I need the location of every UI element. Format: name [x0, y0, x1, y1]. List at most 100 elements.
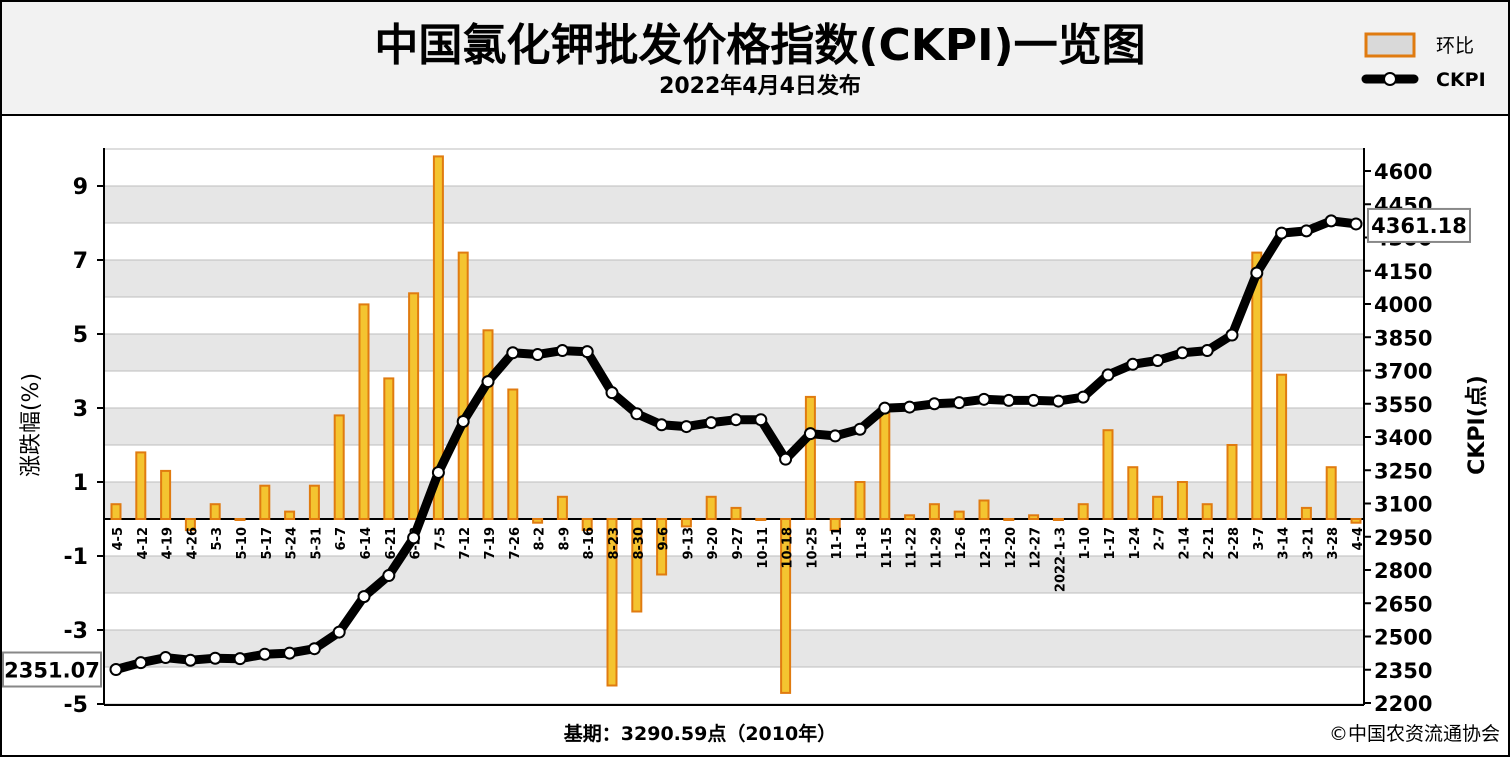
legend-line-marker	[1383, 72, 1397, 86]
x-tick-label: 1-17	[1103, 527, 1118, 560]
x-tick-label: 9-20	[706, 527, 721, 560]
chart-subtitle: 2022年4月4日发布	[659, 73, 861, 99]
x-tick-label: 6-7	[334, 527, 349, 551]
x-tick-label: 11-15	[880, 527, 895, 569]
y-left-axis-title: 涨跌幅(%)	[19, 373, 44, 477]
ckpi-point-4-19	[159, 651, 173, 665]
ckpi-point-2022-1-3	[1051, 394, 1065, 408]
y-left-tick-label: 1	[73, 471, 88, 496]
ckpi-point-5-3	[208, 651, 222, 665]
y-left-tick-label: 3	[73, 397, 88, 422]
x-tick-label: 5-10	[235, 527, 250, 560]
bar-4-5	[110, 503, 122, 521]
y-right-tick-label: 4000	[1374, 293, 1432, 317]
y-left-tick-label: -5	[64, 693, 88, 718]
ckpi-point-7-12	[456, 414, 470, 428]
ckpi-point-2-14	[1175, 346, 1189, 360]
ckpi-point-12-20	[1002, 393, 1016, 407]
ckpi-point-11-8	[853, 422, 867, 436]
ckpi-point-2-7	[1151, 354, 1165, 368]
bar-8-16	[581, 518, 593, 532]
y-right-tick-label: 4150	[1374, 260, 1432, 284]
base-period-note: 基期：3290.59点（2010年）	[563, 722, 836, 745]
x-tick-label: 3-28	[1326, 527, 1341, 560]
bar-11-8	[854, 481, 866, 520]
x-tick-label: 4-19	[161, 527, 176, 560]
y-left-tick-label: 9	[73, 175, 88, 200]
x-tick-label: 2-7	[1153, 527, 1168, 551]
ckpi-point-2-21	[1200, 344, 1214, 358]
y-right-tick-label: 2200	[1374, 692, 1432, 716]
y-left-tick-label: -3	[64, 619, 88, 644]
ckpi-point-10-25	[803, 427, 817, 441]
x-tick-label: 9-6	[657, 527, 672, 551]
x-tick-label: 8-16	[582, 527, 597, 560]
x-tick-label: 11-29	[929, 527, 944, 569]
ckpi-point-12-13	[977, 392, 991, 406]
x-tick-label: 12-27	[1029, 527, 1044, 569]
x-tick-label: 4-4	[1351, 527, 1366, 551]
bar-10-11	[755, 518, 767, 521]
grid-band	[104, 260, 1364, 297]
x-tick-label: 8-23	[607, 527, 622, 560]
y-right-axis-title: CKPI(点)	[1464, 375, 1490, 475]
x-tick-label: 2-28	[1227, 527, 1242, 560]
x-tick-label: 8-9	[557, 527, 572, 551]
bar-9-13	[680, 518, 692, 528]
bar-12-6	[953, 510, 965, 521]
y-right-tick-label: 4600	[1374, 160, 1432, 184]
ckpi-point-8-30	[630, 407, 644, 421]
x-tick-label: 9-13	[681, 527, 696, 560]
ckpi-point-1-17	[1101, 368, 1115, 382]
x-tick-label: 7-5	[433, 527, 448, 551]
bar-3-7	[1251, 251, 1263, 520]
ckpi-point-6-28	[407, 531, 421, 545]
x-tick-label: 5-17	[260, 527, 275, 560]
ckpi-point-2-28	[1225, 328, 1239, 342]
x-tick-label: 10-11	[756, 527, 771, 569]
x-tick-label: 10-18	[781, 527, 796, 569]
y-left-tick-label: 7	[73, 249, 88, 274]
x-tick-label: 3-14	[1277, 527, 1292, 560]
x-tick-label: 4-26	[185, 527, 200, 560]
ckpi-point-10-11	[754, 413, 768, 427]
bar-11-15	[879, 410, 891, 521]
chart-title: 中国氯化钾批发价格指数(CKPI)一览图	[374, 20, 1145, 71]
x-tick-label: 6-14	[359, 527, 374, 560]
x-tick-label: 5-3	[210, 527, 225, 551]
bar-8-30	[631, 518, 643, 613]
x-tick-label: 2-21	[1202, 527, 1217, 560]
x-tick-label: 2-14	[1177, 527, 1192, 560]
header-band	[0, 0, 1510, 116]
bar-10-18	[780, 518, 792, 694]
bar-3-21	[1300, 506, 1312, 520]
x-tick-label: 8-30	[632, 527, 647, 560]
ckpi-point-11-29	[927, 397, 941, 411]
bar-9-27	[730, 506, 742, 520]
y-right-tick-label: 2650	[1374, 592, 1432, 616]
bar-11-22	[904, 514, 916, 520]
last-value-box	[1367, 207, 1471, 243]
bar-9-6	[656, 518, 668, 576]
x-tick-label: 4-12	[136, 527, 151, 560]
ckpi-point-9-6	[655, 418, 669, 432]
x-tick-label: 11-8	[855, 527, 870, 560]
bar-6-21	[383, 377, 395, 520]
ckpi-point-11-22	[903, 400, 917, 414]
bar-8-23	[606, 518, 618, 687]
bar-9-20	[705, 495, 717, 520]
bar-5-17	[259, 484, 271, 521]
bar-2-14	[1176, 481, 1188, 520]
x-tick-label: 12-13	[979, 527, 994, 569]
ckpi-point-5-24	[283, 646, 297, 660]
bar-8-9	[556, 495, 568, 520]
bar-4-12	[135, 451, 147, 520]
bar-12-20	[1003, 518, 1015, 521]
y-left-tick-label: 5	[73, 323, 88, 348]
ckpi-point-6-14	[357, 590, 371, 604]
x-tick-label: 10-25	[805, 527, 820, 569]
bar-5-31	[308, 484, 320, 521]
ckpi-point-4-12	[134, 656, 148, 670]
bar-11-1	[829, 518, 841, 532]
